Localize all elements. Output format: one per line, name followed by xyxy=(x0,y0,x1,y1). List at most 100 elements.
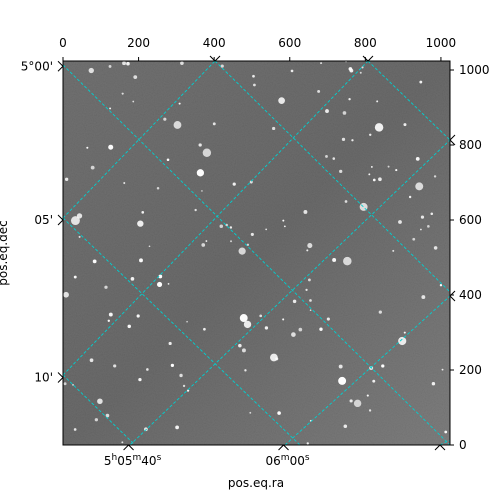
star xyxy=(168,341,172,346)
star xyxy=(249,180,253,184)
star xyxy=(338,376,347,385)
y-axis-title: pos.eq.dec xyxy=(0,220,10,285)
star xyxy=(121,441,124,444)
star xyxy=(291,332,296,337)
world-tick xyxy=(449,290,456,302)
star xyxy=(108,312,113,317)
star xyxy=(270,353,278,362)
star xyxy=(63,382,67,386)
star xyxy=(250,232,254,236)
dec-tick xyxy=(57,214,64,226)
dec-tick xyxy=(57,372,64,383)
star xyxy=(232,182,236,186)
grid-line xyxy=(367,61,450,141)
star xyxy=(359,71,362,74)
y-axis-right: 0 200 400 600 800 1000 xyxy=(450,63,490,452)
star xyxy=(113,364,117,368)
ra-tick xyxy=(123,444,134,451)
star xyxy=(203,327,206,331)
star xyxy=(122,61,126,66)
grid-line xyxy=(63,374,136,445)
star xyxy=(123,182,126,185)
x-tick-label: 0 xyxy=(59,36,67,50)
star xyxy=(309,309,312,312)
star xyxy=(306,249,309,252)
grid-line xyxy=(284,295,450,445)
dec-axis-left: 5°00' 05' 10' xyxy=(21,59,456,385)
star xyxy=(259,314,263,318)
star xyxy=(344,200,348,203)
star xyxy=(107,319,110,323)
star xyxy=(343,256,352,266)
star xyxy=(130,277,135,281)
star xyxy=(180,61,184,66)
star xyxy=(361,66,364,69)
ra-tick-label: 06m00s xyxy=(266,453,310,468)
star xyxy=(126,61,130,66)
dec-tick-label: 5°00' xyxy=(21,59,53,73)
grid-line xyxy=(129,139,450,445)
star xyxy=(186,389,190,392)
star xyxy=(253,83,256,87)
star xyxy=(408,195,412,199)
star xyxy=(212,122,216,126)
star xyxy=(127,324,131,329)
star xyxy=(265,228,268,231)
x-tick-label: 1000 xyxy=(426,36,457,50)
star xyxy=(298,327,303,332)
star-field xyxy=(63,61,448,445)
world-tick xyxy=(449,134,456,146)
star xyxy=(349,399,353,403)
star xyxy=(381,364,385,368)
star xyxy=(179,373,183,378)
star xyxy=(88,67,94,74)
star xyxy=(156,186,160,190)
star xyxy=(141,211,145,214)
ra-axis-bottom: 5h05m40s 06m00s xyxy=(104,55,446,468)
star xyxy=(109,107,112,110)
star xyxy=(241,348,246,353)
star xyxy=(332,257,337,262)
star xyxy=(431,381,436,386)
star xyxy=(220,64,224,68)
star xyxy=(395,169,398,172)
ra-tick-label: 5h05m40s xyxy=(104,453,162,468)
star xyxy=(243,320,252,329)
star xyxy=(292,299,297,304)
x-tick-label: 600 xyxy=(278,36,301,50)
star xyxy=(158,274,163,279)
star xyxy=(351,139,354,142)
star xyxy=(264,326,269,330)
dec-tick-label: 05' xyxy=(34,213,53,227)
star xyxy=(376,100,379,103)
dec-tick xyxy=(57,60,64,72)
ra-tick xyxy=(278,444,289,451)
star xyxy=(175,425,179,430)
y-tick-label: 600 xyxy=(459,213,482,227)
star xyxy=(173,121,182,129)
star xyxy=(202,148,212,157)
y-tick-label: 0 xyxy=(459,438,467,452)
star xyxy=(186,320,188,323)
star xyxy=(378,177,382,182)
star xyxy=(339,169,343,174)
star xyxy=(444,430,448,434)
x-tick-label: 400 xyxy=(203,36,226,50)
star xyxy=(430,212,434,216)
star xyxy=(139,258,143,263)
star xyxy=(319,327,323,331)
star xyxy=(138,377,142,382)
star xyxy=(182,384,186,388)
star xyxy=(205,240,208,242)
star xyxy=(163,117,167,121)
star xyxy=(148,245,151,248)
star xyxy=(64,177,69,181)
star xyxy=(348,67,353,71)
star xyxy=(398,336,407,346)
star xyxy=(338,364,343,369)
star xyxy=(332,157,336,160)
star xyxy=(419,80,423,84)
star xyxy=(342,111,347,115)
x-axis-title: pos.eq.ra xyxy=(228,476,284,490)
